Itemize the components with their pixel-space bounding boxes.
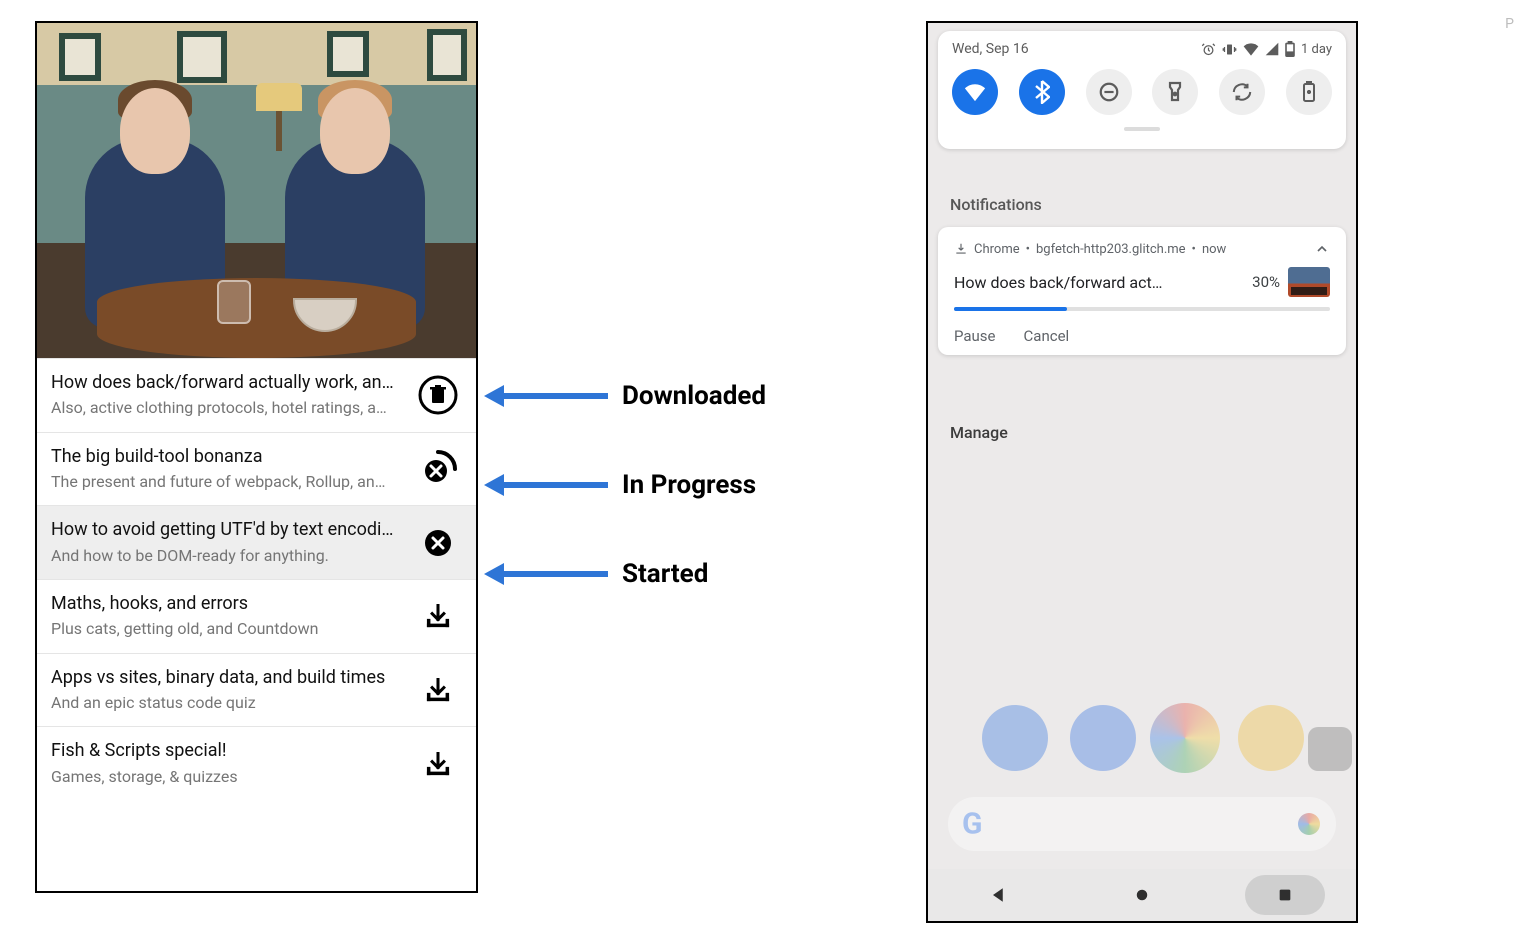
download-icon[interactable] — [424, 676, 452, 704]
episode-row[interactable]: How to avoid getting UTF'd by text encod… — [37, 505, 476, 579]
notification-cancel-button[interactable]: Cancel — [1024, 327, 1070, 345]
episode-hero-image — [37, 23, 476, 358]
arrow-icon — [484, 481, 608, 489]
alarm-icon — [1201, 42, 1216, 57]
quick-settings-handle[interactable] — [1124, 127, 1160, 131]
episode-action[interactable] — [416, 375, 460, 415]
notification-pause-button[interactable]: Pause — [954, 327, 996, 345]
episode-subtitle: And an epic status code quiz — [51, 692, 404, 714]
nav-home-button[interactable] — [1102, 875, 1182, 915]
android-navbar — [928, 869, 1356, 921]
episode-title: Maths, hooks, and errors — [51, 592, 404, 616]
nav-recents-button[interactable] — [1245, 875, 1325, 915]
arrow-icon — [484, 570, 608, 578]
page-corner-label: P — [1505, 16, 1514, 32]
episode-action[interactable] — [416, 449, 460, 489]
cancel-progress-icon[interactable] — [418, 449, 458, 489]
notification-progress-fill — [954, 307, 1067, 311]
left-phone-frame: How does back/forward actually work, an…… — [35, 21, 478, 893]
wifi-icon — [1243, 42, 1259, 56]
statusbar-icons: 1 day — [1201, 41, 1332, 57]
episode-title: Apps vs sites, binary data, and build ti… — [51, 666, 404, 690]
quick-settings-tiles — [952, 69, 1332, 115]
arrow-icon — [484, 392, 608, 400]
episode-row[interactable]: Apps vs sites, binary data, and build ti… — [37, 653, 476, 727]
qs-tile-wifi[interactable] — [952, 69, 998, 115]
right-phone-frame: G Wed, Sep 16 1 day — [926, 21, 1358, 923]
download-icon — [954, 242, 968, 256]
notification-percent: 30% — [1252, 273, 1280, 291]
episode-subtitle: The present and future of webpack, Rollu… — [51, 471, 404, 493]
battery-icon — [1285, 41, 1295, 57]
episode-subtitle: Also, active clothing protocols, hotel r… — [51, 397, 404, 419]
episode-subtitle: Plus cats, getting old, and Countdown — [51, 618, 404, 640]
annotation-label: Started — [622, 559, 708, 589]
quick-settings-card: Wed, Sep 16 1 day — [938, 31, 1346, 149]
episode-row[interactable]: Maths, hooks, and errorsPlus cats, getti… — [37, 579, 476, 653]
download-icon[interactable] — [424, 750, 452, 778]
episode-row[interactable]: How does back/forward actually work, an…… — [37, 358, 476, 432]
battery-text: 1 day — [1301, 42, 1332, 57]
episode-action[interactable] — [416, 676, 460, 704]
signal-icon — [1265, 42, 1279, 56]
vibrate-icon — [1222, 42, 1237, 57]
episode-action[interactable] — [416, 750, 460, 778]
notification-source: bgfetch-http203.glitch.me — [1036, 242, 1186, 257]
qs-tile-dnd[interactable] — [1086, 69, 1132, 115]
annotation: Started — [484, 559, 708, 589]
annotation-label: In Progress — [622, 470, 756, 500]
statusbar-date: Wed, Sep 16 — [952, 41, 1029, 57]
qs-tile-autorotate[interactable] — [1219, 69, 1265, 115]
notification-app-name: Chrome — [974, 242, 1020, 257]
chevron-up-icon[interactable] — [1314, 241, 1330, 257]
notifications-heading: Notifications — [950, 195, 1042, 214]
episode-action[interactable] — [416, 528, 460, 558]
episode-row[interactable]: The big build-tool bonanzaThe present an… — [37, 432, 476, 506]
annotation: Downloaded — [484, 381, 766, 411]
manage-notifications-button[interactable]: Manage — [950, 423, 1008, 442]
notification-progress-track — [954, 307, 1330, 311]
episode-action[interactable] — [416, 602, 460, 630]
notification-when: now — [1202, 242, 1226, 257]
nav-back-button[interactable] — [959, 875, 1039, 915]
qs-tile-bluetooth[interactable] — [1019, 69, 1065, 115]
qs-tile-flashlight[interactable] — [1152, 69, 1198, 115]
annotation: In Progress — [484, 470, 756, 500]
episode-subtitle: And how to be DOM-ready for anything. — [51, 545, 404, 567]
notification-title: How does back/forward act… — [954, 273, 1244, 292]
episode-title: The big build-tool bonanza — [51, 445, 404, 469]
episode-row[interactable]: Fish & Scripts special! Games, storage, &… — [37, 726, 476, 800]
home-screen-blur: G — [928, 23, 1356, 921]
cancel-icon[interactable] — [423, 528, 453, 558]
annotation-label: Downloaded — [622, 381, 766, 411]
download-icon[interactable] — [424, 602, 452, 630]
episode-title: How does back/forward actually work, an… — [51, 371, 404, 395]
notification-thumbnail — [1288, 267, 1330, 297]
episode-title: Fish & Scripts special! — [51, 739, 404, 763]
episode-list: How does back/forward actually work, an…… — [37, 358, 476, 800]
episode-title: How to avoid getting UTF'd by text encod… — [51, 518, 404, 542]
qs-tile-batterysaver[interactable] — [1286, 69, 1332, 115]
trash-icon[interactable] — [418, 375, 458, 415]
episode-subtitle: Games, storage, & quizzes — [51, 766, 404, 788]
download-notification-card[interactable]: Chrome • bgfetch-http203.glitch.me • now… — [938, 227, 1346, 355]
